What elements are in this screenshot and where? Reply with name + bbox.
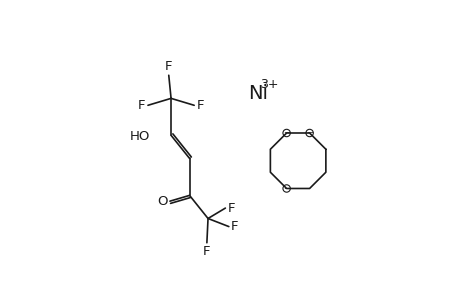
- Text: O: O: [157, 195, 167, 208]
- Text: −: −: [282, 184, 290, 193]
- Text: Ni: Ni: [248, 84, 268, 103]
- Text: F: F: [196, 99, 203, 112]
- Text: −: −: [305, 128, 313, 137]
- Text: F: F: [227, 202, 235, 214]
- Text: F: F: [165, 60, 172, 73]
- Text: HO: HO: [129, 130, 150, 143]
- Text: −: −: [282, 128, 290, 137]
- Text: F: F: [203, 245, 210, 258]
- Text: F: F: [138, 99, 146, 112]
- Text: 3+: 3+: [260, 78, 278, 91]
- Text: F: F: [230, 220, 238, 233]
